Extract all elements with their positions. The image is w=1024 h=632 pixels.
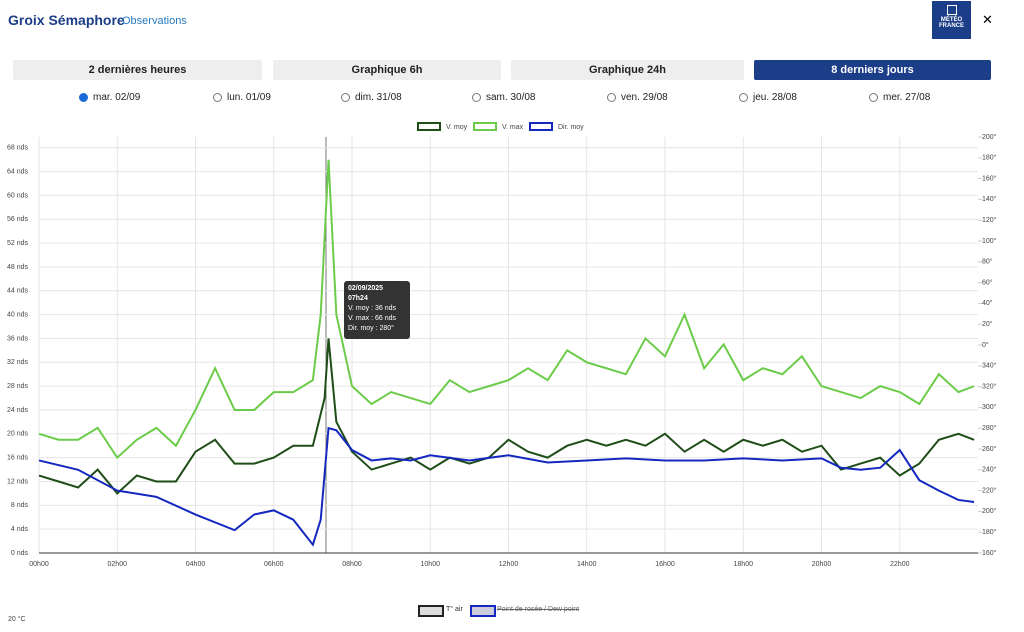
x-tick-label: 08h00 — [342, 561, 362, 568]
y-tick-label: 56 nds — [7, 216, 29, 223]
y2-tick-label: 280° — [982, 424, 997, 432]
y2-tick-label: 320° — [982, 382, 997, 390]
y2-tick-label: 80° — [982, 258, 993, 266]
day-radio[interactable]: mer. 27/08 — [869, 92, 930, 103]
series-line — [38, 159, 975, 460]
day-radio[interactable]: lun. 01/09 — [213, 92, 271, 103]
day-label: ven. 29/08 — [621, 92, 668, 103]
legend-swatch — [529, 122, 553, 131]
tab[interactable]: 8 derniers jours — [754, 60, 991, 80]
y-tick-label: 52 nds — [7, 240, 29, 247]
y2-tick-label: 160° — [982, 174, 997, 182]
x-tick-label: 14h00 — [577, 561, 597, 568]
tooltip-time: 07h24 — [348, 295, 368, 302]
y2-tick-label: 140° — [982, 195, 997, 203]
tab[interactable]: Graphique 6h — [273, 60, 501, 80]
y-tick-label: 0 nds — [11, 550, 29, 557]
x-tick-label: 06h00 — [264, 561, 284, 568]
y2-tick-label: 40° — [982, 299, 993, 307]
y-tick-label: 68 nds — [7, 145, 29, 152]
y-tick-label: 36 nds — [7, 335, 29, 342]
y-tick-label: 44 nds — [7, 288, 29, 295]
tooltip-line: V. max : 66 nds — [348, 315, 396, 322]
y-tick-label: 32 nds — [7, 359, 29, 366]
day-label: mer. 27/08 — [883, 92, 931, 103]
day-label: jeu. 28/08 — [753, 92, 797, 103]
x-tick-label: 16h00 — [655, 561, 675, 568]
tooltip-line: Dir. moy : 280° — [348, 325, 394, 332]
tab[interactable]: Graphique 24h — [511, 60, 744, 80]
day-radio[interactable]: mar. 02/09 — [79, 92, 140, 103]
y2-tick-label: 200° — [982, 507, 997, 515]
y2-tick-label: 340° — [982, 362, 997, 370]
y2-tick-label: 0° — [982, 341, 989, 349]
day-radio[interactable]: ven. 29/08 — [607, 92, 668, 103]
tooltip-date: 02/09/2025 — [348, 285, 384, 292]
y2-tick-label: 120° — [982, 216, 997, 224]
legend-swatch — [418, 605, 444, 617]
y-tick-label: 16 nds — [7, 454, 29, 461]
y-tick-label: 64 nds — [7, 168, 29, 175]
series-line — [38, 426, 975, 547]
logo-text: FRANCE — [939, 23, 964, 29]
y-tick-label: 28 nds — [7, 383, 29, 390]
y-tick-label: 20 nds — [7, 431, 29, 438]
legend-label: V. max — [502, 124, 524, 131]
day-label: dim. 31/08 — [355, 92, 402, 103]
y2-tick-label: 160° — [982, 549, 997, 557]
y2-tick-label: 260° — [982, 445, 997, 453]
x-tick-label: 10h00 — [421, 561, 441, 568]
legend-label: Point de rosée / Dew point — [497, 606, 580, 613]
y2-tick-label: 100° — [982, 237, 997, 245]
day-label: sam. 30/08 — [486, 92, 536, 103]
y-tick-label: 20 °C — [8, 616, 26, 623]
tooltip: 02/09/2025 07h24 V. moy : 36 nds V. max … — [344, 281, 410, 339]
y-tick-label: 48 nds — [7, 264, 29, 271]
tooltip-line: V. moy : 36 nds — [348, 305, 396, 312]
logo-icon — [946, 5, 957, 15]
legend-label: Dir. moy — [558, 124, 584, 131]
logo-text: MÉTÉO — [940, 17, 963, 23]
y-tick-label: 40 nds — [7, 311, 29, 318]
y2-tick-label: 180° — [982, 154, 997, 162]
subtitle: Observations — [122, 15, 187, 27]
y2-tick-label: 240° — [982, 466, 997, 474]
y2-tick-label: 180° — [982, 528, 997, 536]
legend-swatch — [417, 122, 441, 131]
day-radio[interactable]: jeu. 28/08 — [739, 92, 797, 103]
legend-swatch — [470, 605, 496, 617]
series-line — [38, 338, 975, 495]
close-button[interactable]: ✕ — [982, 12, 993, 27]
legend-label: V. moy — [446, 124, 468, 131]
y-tick-label: 60 nds — [7, 192, 29, 199]
y2-tick-label: 200° — [982, 133, 997, 141]
y-tick-label: 12 nds — [7, 478, 29, 485]
day-radio[interactable]: dim. 31/08 — [341, 92, 402, 103]
station-title: Groix Sémaphore — [8, 12, 125, 28]
logo: MÉTÉO FRANCE — [932, 1, 971, 39]
day-label: mar. 02/09 — [93, 92, 141, 103]
x-tick-label: 04h00 — [186, 561, 206, 568]
x-tick-label: 22h00 — [890, 561, 910, 568]
y-tick-label: 4 nds — [11, 526, 29, 533]
tab[interactable]: 2 dernières heures — [13, 60, 262, 80]
x-tick-label: 00h00 — [29, 561, 49, 568]
y2-tick-label: 20° — [982, 320, 993, 328]
day-label: lun. 01/09 — [227, 92, 271, 103]
day-radio[interactable]: sam. 30/08 — [472, 92, 535, 103]
legend-label: T° air — [446, 606, 463, 613]
y-tick-label: 8 nds — [11, 502, 29, 509]
y2-tick-label: 60° — [982, 278, 993, 286]
x-tick-label: 20h00 — [812, 561, 832, 568]
x-tick-label: 18h00 — [734, 561, 754, 568]
legend-swatch — [473, 122, 497, 131]
y2-tick-label: 300° — [982, 403, 997, 411]
x-tick-label: 12h00 — [499, 561, 519, 568]
y2-tick-label: 220° — [982, 486, 997, 494]
x-tick-label: 02h00 — [108, 561, 128, 568]
y-tick-label: 24 nds — [7, 407, 29, 414]
